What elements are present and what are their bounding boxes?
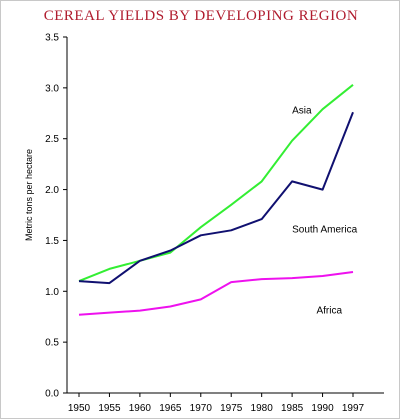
series-label-asia: Asia	[292, 105, 312, 116]
series-line-africa	[78, 271, 354, 316]
series-line-asia	[78, 84, 354, 283]
x-tick-label: 1990	[311, 403, 334, 414]
x-tick-label: 1997	[342, 403, 365, 414]
x-tick-label: 1960	[129, 403, 152, 414]
y-tick-label: 1.0	[45, 287, 59, 298]
x-tick-label: 1950	[68, 403, 91, 414]
x-tick-label: 1975	[220, 403, 243, 414]
x-tick-label: 1955	[98, 403, 121, 414]
y-tick-label: 0.0	[45, 389, 59, 400]
axes: 0.0 0.5 1.0 1.5 2.0 2.5 3.0 3.5 1950 1955 1960 1965…	[24, 33, 384, 414]
y-tick-label: 3.5	[45, 33, 59, 44]
x-tick-label: 1970	[190, 403, 213, 414]
x-tick-label: 1965	[159, 403, 182, 414]
series-line-south-america	[78, 111, 354, 285]
series-lines	[78, 84, 354, 316]
y-tick-label: 3.0	[45, 83, 59, 94]
series-labels: Asia South America Africa	[292, 105, 357, 316]
x-tick-label: 1980	[251, 403, 274, 414]
y-tick-label: 2.5	[45, 134, 59, 145]
chart-title: CEREAL YIELDS BY DEVELOPING REGION	[43, 8, 359, 24]
y-tick-label: 2.0	[45, 185, 59, 196]
y-tick-label: 0.5	[45, 338, 59, 349]
y-axis-title: Metric tons per hectare	[24, 149, 34, 241]
series-label-africa: Africa	[316, 306, 342, 317]
y-tick-label: 1.5	[45, 236, 59, 247]
x-tick-label: 1985	[281, 403, 304, 414]
series-label-south-america: South America	[292, 224, 357, 235]
